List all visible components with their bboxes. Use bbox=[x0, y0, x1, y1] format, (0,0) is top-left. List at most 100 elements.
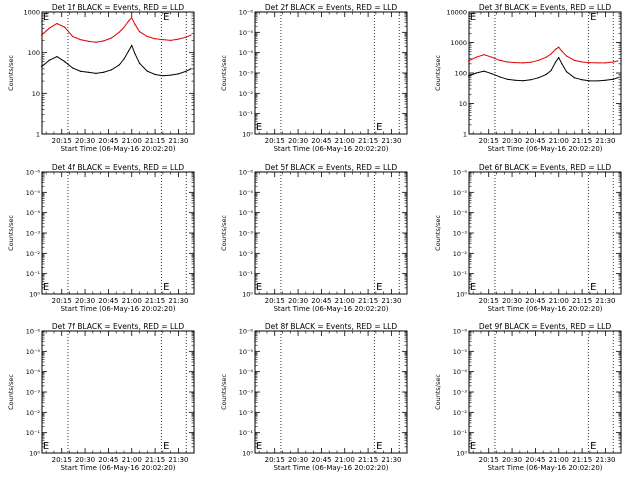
x-tick-label: 21:30 bbox=[595, 137, 615, 145]
data-point bbox=[597, 80, 599, 82]
x-tick-label: 20:30 bbox=[502, 137, 522, 145]
data-point bbox=[138, 62, 141, 64]
y-tick-label: 10⁻⁵ bbox=[239, 29, 254, 37]
data-point bbox=[64, 61, 66, 63]
data-point bbox=[491, 56, 493, 58]
x-tick-label: 21:15 bbox=[358, 297, 378, 305]
x-tick-label: 21:15 bbox=[145, 456, 165, 464]
y-axis-label: Counts/sec bbox=[7, 374, 15, 410]
x-tick-label: 20:30 bbox=[75, 456, 95, 464]
y-tick-label: 10⁻⁶ bbox=[453, 328, 468, 336]
x-tick-label: 21:30 bbox=[381, 137, 401, 145]
y-tick-label: 10⁻¹ bbox=[26, 429, 41, 437]
y-tick-label: 10⁻³ bbox=[239, 389, 254, 397]
x-tick-label: 21:00 bbox=[549, 137, 569, 145]
x-tick-label: 20:45 bbox=[98, 137, 118, 145]
x-tick-label: 20:15 bbox=[265, 456, 285, 464]
y-tick-label: 10⁻⁵ bbox=[453, 348, 468, 356]
data-point bbox=[123, 58, 125, 60]
x-tick-label: 20:45 bbox=[525, 297, 545, 305]
y-tick-label: 10⁻³ bbox=[26, 389, 41, 397]
data-point bbox=[170, 39, 172, 42]
panel-title: Det 9f BLACK = Events, RED = LLD bbox=[479, 322, 612, 331]
y-axis-label: Counts/sec bbox=[220, 374, 228, 410]
x-axis-label: Start Time (06-May-16 20:02:20) bbox=[60, 305, 175, 313]
y-tick-label: 10⁰ bbox=[242, 450, 253, 458]
panel-title: Det 3f BLACK = Events, RED = LLD bbox=[479, 3, 612, 12]
data-point bbox=[555, 61, 557, 63]
y-tick-label: 10⁰ bbox=[29, 291, 40, 299]
x-tick-label: 20:45 bbox=[311, 456, 331, 464]
x-tick-label: 20:15 bbox=[479, 456, 499, 464]
panel-title: Det 5f BLACK = Events, RED = LLD bbox=[265, 163, 398, 172]
detector-panel-7: Det 7f BLACK = Events, RED = LLD 10⁰ 10⁻¹ 1… bbox=[7, 322, 195, 472]
data-point bbox=[550, 69, 552, 72]
panel-title: Det 7f BLACK = Events, RED = LLD bbox=[52, 322, 185, 331]
data-point bbox=[40, 34, 43, 36]
panel-title: Det 8f BLACK = Events, RED = LLD bbox=[265, 322, 398, 331]
y-tick-label: 10⁻⁴ bbox=[239, 368, 254, 376]
x-tick-label: 20:15 bbox=[479, 137, 499, 145]
plot-frame bbox=[468, 171, 622, 295]
y-tick-label: 1000 bbox=[23, 9, 40, 17]
event-marker: E bbox=[376, 122, 382, 133]
data-point bbox=[573, 59, 575, 61]
data-point bbox=[185, 70, 187, 72]
y-tick-label: 10⁻³ bbox=[453, 389, 468, 397]
y-tick-label: 10⁻⁶ bbox=[239, 169, 254, 177]
data-point bbox=[491, 73, 493, 75]
y-tick-label: 10⁻⁴ bbox=[26, 368, 41, 376]
data-point bbox=[483, 70, 485, 72]
y-tick-label: 10⁻¹ bbox=[239, 429, 254, 437]
data-point bbox=[134, 23, 136, 25]
data-point bbox=[565, 55, 568, 57]
y-tick-label: 10⁻² bbox=[26, 409, 41, 417]
event-marker: E bbox=[470, 282, 476, 293]
x-tick-label: 20:30 bbox=[288, 297, 308, 305]
x-axis-label: Start Time (06-May-16 20:02:20) bbox=[487, 145, 602, 153]
x-axis-label: Start Time (06-May-16 20:02:20) bbox=[487, 464, 602, 472]
data-point bbox=[604, 79, 607, 81]
data-point bbox=[475, 56, 477, 58]
x-tick-label: 20:30 bbox=[502, 456, 522, 464]
y-tick-label: 10⁻⁴ bbox=[239, 49, 254, 57]
data-point bbox=[530, 79, 532, 81]
x-tick-label: 20:45 bbox=[311, 137, 331, 145]
x-tick-label: 21:15 bbox=[572, 297, 592, 305]
event-marker: E bbox=[43, 282, 49, 293]
y-tick-label: 10⁻⁵ bbox=[239, 189, 254, 197]
y-tick-label: 10⁻⁵ bbox=[239, 348, 254, 356]
x-tick-label: 20:45 bbox=[98, 456, 118, 464]
y-tick-label: 10⁻² bbox=[239, 409, 254, 417]
y-tick-label: 10⁻³ bbox=[453, 230, 468, 238]
y-tick-label: 10⁻² bbox=[239, 90, 254, 98]
y-tick-label: 10 bbox=[32, 90, 40, 98]
y-tick-label: 10⁻⁶ bbox=[453, 169, 468, 177]
data-point bbox=[154, 73, 156, 76]
x-axis-label: Start Time (06-May-16 20:02:20) bbox=[487, 305, 602, 313]
x-tick-label: 21:30 bbox=[595, 297, 615, 305]
data-point bbox=[467, 75, 470, 77]
y-tick-label: 10⁻¹ bbox=[239, 270, 254, 278]
plot-frame bbox=[41, 330, 195, 454]
data-point bbox=[475, 72, 477, 74]
x-tick-label: 21:15 bbox=[572, 137, 592, 145]
panel-title: Det 6f BLACK = Events, RED = LLD bbox=[479, 163, 612, 172]
data-point bbox=[537, 77, 540, 79]
x-tick-label: 21:00 bbox=[122, 137, 142, 145]
y-axis-label: Counts/sec bbox=[434, 374, 442, 410]
data-point bbox=[146, 70, 148, 72]
y-axis-label: Counts/sec bbox=[434, 215, 442, 251]
data-point bbox=[87, 71, 89, 73]
data-point bbox=[103, 40, 105, 42]
data-point bbox=[499, 59, 501, 61]
y-tick-label: 10⁻¹ bbox=[453, 429, 468, 437]
x-tick-label: 21:00 bbox=[549, 456, 569, 464]
y-tick-label: 1 bbox=[463, 131, 467, 139]
detector-panel-8: Det 8f BLACK = Events, RED = LLD 10⁰ 10⁻¹ 1… bbox=[220, 322, 408, 472]
y-tick-label: 10⁻¹ bbox=[26, 270, 41, 278]
detector-panel-6: Det 6f BLACK = Events, RED = LLD 10⁰ 10⁻¹ 1… bbox=[434, 163, 622, 313]
data-point bbox=[95, 41, 97, 43]
x-tick-label: 21:30 bbox=[168, 137, 188, 145]
event-marker: E bbox=[43, 441, 49, 452]
